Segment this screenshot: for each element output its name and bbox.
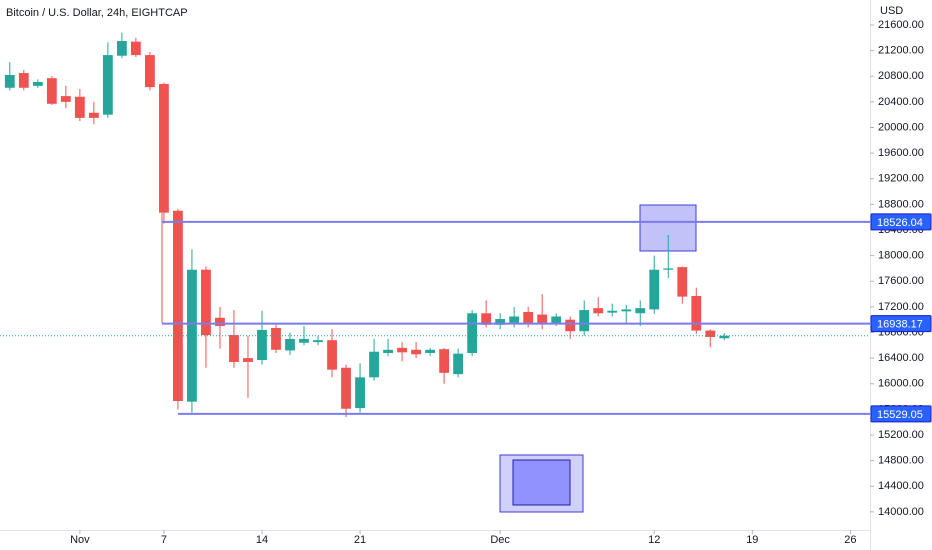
y-tick-label: 16000.00 bbox=[878, 378, 924, 390]
candle-body bbox=[88, 112, 99, 118]
candle-body bbox=[481, 313, 492, 325]
candle-body bbox=[369, 351, 379, 378]
candle-body bbox=[285, 338, 295, 351]
candle-body bbox=[523, 311, 534, 325]
candle-body bbox=[313, 340, 323, 343]
x-tick-label: 7 bbox=[161, 534, 167, 546]
candle-body bbox=[411, 349, 421, 355]
level-label-box bbox=[870, 405, 932, 423]
candle-body bbox=[215, 317, 225, 327]
y-tick-label: 21600.00 bbox=[878, 19, 924, 31]
candle-body bbox=[439, 349, 450, 373]
chart-title: Bitcoin / U.S. Dollar, 24h, EIGHTCAP bbox=[6, 7, 188, 19]
y-tick-label: 18000.00 bbox=[878, 250, 924, 262]
x-tick-label: 26 bbox=[844, 534, 856, 546]
y-tick-label: 20800.00 bbox=[878, 70, 924, 82]
candle-body bbox=[102, 55, 113, 115]
y-tick-label: 20000.00 bbox=[878, 121, 924, 133]
y-tick-label: 15200.00 bbox=[878, 429, 924, 441]
x-tick-label: 19 bbox=[746, 534, 758, 546]
candle-body bbox=[32, 82, 43, 86]
candle-body bbox=[621, 309, 632, 312]
candle-body bbox=[663, 268, 674, 270]
x-tick-label: 14 bbox=[256, 534, 268, 546]
candle-body bbox=[46, 78, 57, 104]
candle-body bbox=[649, 269, 660, 310]
candle-body bbox=[229, 335, 239, 362]
candle-body bbox=[271, 328, 281, 350]
y-tick-label: 20400.00 bbox=[878, 96, 924, 108]
candle-body bbox=[705, 330, 716, 337]
candle-body bbox=[383, 349, 393, 353]
candle-body bbox=[116, 41, 127, 56]
candle-body bbox=[201, 269, 211, 336]
candle-body bbox=[719, 335, 730, 339]
y-tick-label: 17600.00 bbox=[878, 275, 924, 287]
level-label-box bbox=[870, 213, 932, 231]
candle-body bbox=[327, 340, 337, 370]
candle-body bbox=[257, 329, 267, 361]
candle-body bbox=[4, 74, 15, 88]
candle-body bbox=[551, 316, 562, 324]
candle-body bbox=[173, 210, 183, 402]
candle-body bbox=[565, 319, 576, 332]
candle-body bbox=[467, 313, 478, 353]
candle-body bbox=[453, 353, 464, 375]
candle-body bbox=[635, 308, 646, 314]
candle-body bbox=[495, 319, 506, 325]
annotation-box-inner bbox=[512, 459, 571, 506]
y-tick-label: 14400.00 bbox=[878, 480, 924, 492]
candle-body bbox=[60, 96, 71, 102]
candle-body bbox=[579, 310, 590, 332]
candle-body bbox=[130, 41, 141, 56]
candle-body bbox=[355, 377, 365, 409]
candle-body bbox=[691, 295, 702, 331]
x-tick-label: 21 bbox=[354, 534, 366, 546]
y-tick-label: 14800.00 bbox=[878, 455, 924, 467]
candle-body bbox=[145, 55, 155, 88]
candle-body bbox=[397, 347, 407, 353]
candle-body bbox=[18, 73, 29, 88]
candle-body bbox=[341, 367, 351, 409]
x-tick-label: 12 bbox=[648, 534, 660, 546]
y-tick-label: 21200.00 bbox=[878, 45, 924, 57]
y-tick-label: 14000.00 bbox=[878, 506, 924, 518]
candle-body bbox=[537, 314, 548, 323]
level-label: 18526.04 bbox=[877, 217, 923, 229]
level-label: 15529.05 bbox=[877, 409, 923, 421]
candle-body bbox=[187, 269, 197, 402]
candle-body bbox=[593, 308, 604, 314]
y-tick-label: 18800.00 bbox=[878, 198, 924, 210]
candle-body bbox=[677, 267, 688, 297]
candle-body bbox=[509, 316, 520, 323]
level-label-box bbox=[870, 315, 932, 333]
candle-body bbox=[74, 96, 85, 118]
y-tick-label: 19200.00 bbox=[878, 173, 924, 185]
x-tick-label: Dec bbox=[490, 534, 510, 546]
candle-body bbox=[425, 349, 435, 353]
x-tick-label: Nov bbox=[70, 534, 90, 546]
candle-body bbox=[159, 83, 169, 213]
currency-label: USD bbox=[880, 5, 903, 17]
level-label: 16938.17 bbox=[877, 319, 923, 331]
y-tick-label: 17200.00 bbox=[878, 301, 924, 313]
y-tick-label: 16400.00 bbox=[878, 352, 924, 364]
candle-body bbox=[607, 310, 618, 313]
candle-body bbox=[243, 358, 253, 362]
candle-body bbox=[299, 338, 309, 343]
y-tick-label: 19600.00 bbox=[878, 147, 924, 159]
